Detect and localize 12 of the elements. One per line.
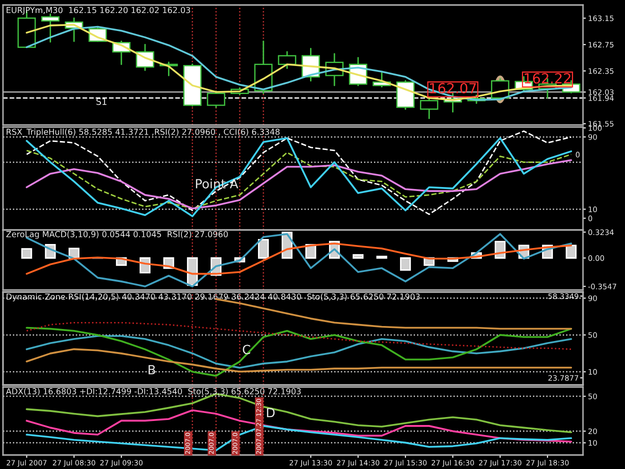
ref-line-label: S1	[96, 98, 106, 105]
chart-title: ZeroLag MACD(3,10,9) 0.0544 0.1045 RSI(2) 27.0960	[6, 230, 228, 239]
annotation: 162.07	[430, 82, 476, 94]
chart-title: Dynamic Zone RSI(14,20,5) 40.3470 43.3170 29.1679 36.2424 40.8430 Sto(5,3,3) 65.6250 72.1903	[6, 293, 420, 302]
annotation: Point A	[196, 178, 238, 188]
annotation: B	[148, 365, 156, 374]
chart-title: RSX_TripleHull(6) 58.5285 41.3721 ,RSI(2) 27.0960 , CCI(6) 6.3348	[6, 128, 280, 137]
chart-title: EURJPYm,M30 162.15 162.20 162.02 162.03	[6, 6, 190, 15]
chart-title: ADX(13) 16.6803 +DI:12.7499 -DI:13.4540 Sto(5,3,3) 65.6250 72.1903	[6, 388, 301, 396]
annotation: C	[242, 344, 250, 354]
annotation: D	[267, 408, 275, 418]
annotation: 162.22	[524, 73, 570, 84]
